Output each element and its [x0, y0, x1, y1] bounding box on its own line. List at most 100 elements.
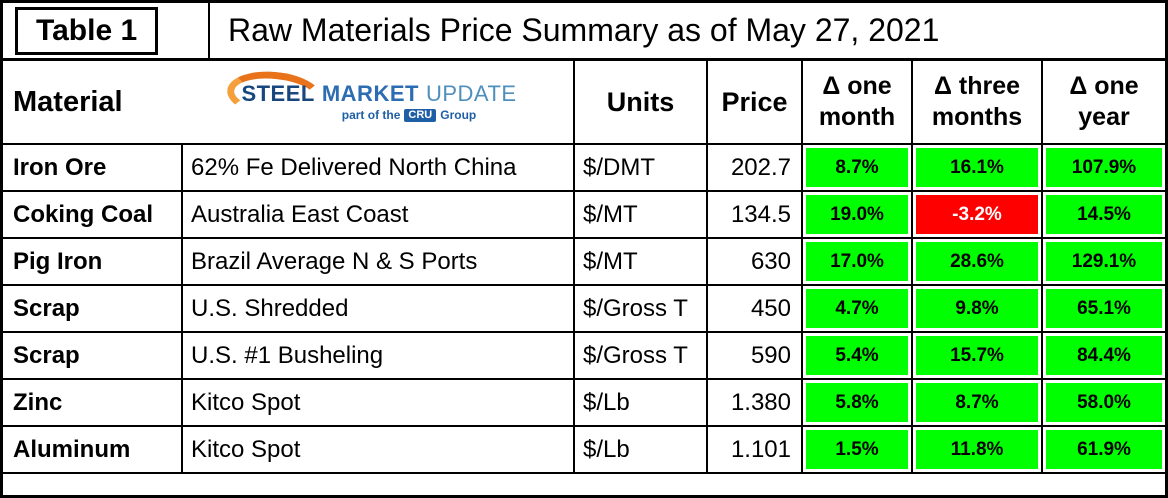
header-line: months	[931, 103, 1023, 131]
delta-one-year-cell: 84.4%	[1043, 333, 1165, 380]
material-header-cell: Material STEEL MARKET UPDATE	[3, 61, 575, 145]
delta-value: 107.9%	[1046, 148, 1162, 187]
units-cell: $/Lb	[575, 380, 708, 427]
table-row: Zinc Kitco Spot $/Lb 1.380 5.8% 8.7% 58.…	[3, 380, 1165, 427]
description-cell: 62% Fe Delivered North China	[183, 145, 575, 192]
price-cell: 202.7	[708, 145, 803, 192]
logo-word-market: MARKET	[321, 80, 419, 106]
delta-three-months-cell: 16.1%	[913, 145, 1043, 192]
delta-value: -3.2%	[916, 195, 1038, 234]
units-cell: $/Gross T	[575, 333, 708, 380]
delta-value: 129.1%	[1046, 242, 1162, 281]
delta-value: 8.7%	[806, 148, 908, 187]
delta-one-year-cell: 58.0%	[1043, 380, 1165, 427]
delta-one-month-cell: 17.0%	[803, 239, 913, 286]
units-cell: $/DMT	[575, 145, 708, 192]
price-header: Price	[708, 61, 803, 145]
material-cell: Scrap	[3, 286, 183, 333]
description-cell: U.S. #1 Busheling	[183, 333, 575, 380]
delta-one-year-cell: 61.9%	[1043, 427, 1165, 474]
header-line: Δ one	[822, 71, 892, 100]
delta-value: 11.8%	[916, 430, 1038, 469]
delta-value: 84.4%	[1046, 336, 1162, 375]
price-cell: 1.380	[708, 380, 803, 427]
material-cell: Coking Coal	[3, 192, 183, 239]
price-cell: 450	[708, 286, 803, 333]
smu-logo: STEEL MARKET UPDATE part of the CRU Grou…	[185, 66, 573, 123]
delta-value: 5.4%	[806, 336, 908, 375]
delta-one-year-cell: 107.9%	[1043, 145, 1165, 192]
delta-value: 28.6%	[916, 242, 1038, 281]
delta-value: 16.1%	[916, 148, 1038, 187]
description-cell: Brazil Average N & S Ports	[183, 239, 575, 286]
delta-value: 1.5%	[806, 430, 908, 469]
delta-three-months-cell: 15.7%	[913, 333, 1043, 380]
table-number-label: Table 1	[15, 6, 159, 55]
logo-tagline: part of the CRU Group	[341, 108, 477, 122]
description-cell: Kitco Spot	[183, 427, 575, 474]
delta-value: 19.0%	[806, 195, 908, 234]
header-row: Material STEEL MARKET UPDATE	[3, 61, 1165, 145]
header-line: Δ three	[933, 71, 1021, 100]
table-row: Pig Iron Brazil Average N & S Ports $/MT…	[3, 239, 1165, 286]
logo-word-update: UPDATE	[425, 80, 517, 106]
header-line: month	[818, 103, 896, 131]
tagline-suffix: Group	[440, 108, 477, 122]
cru-badge: CRU	[404, 108, 437, 122]
delta-one-year-cell: 129.1%	[1043, 239, 1165, 286]
delta-value: 15.7%	[916, 336, 1038, 375]
units-cell: $/Gross T	[575, 286, 708, 333]
delta-three-months-cell: 28.6%	[913, 239, 1043, 286]
delta-one-year-cell: 14.5%	[1043, 192, 1165, 239]
material-header-label: Material	[13, 85, 123, 118]
tagline-prefix: part of the	[341, 108, 401, 122]
units-cell: $/MT	[575, 192, 708, 239]
title-bar: Table 1 Raw Materials Price Summary as o…	[3, 3, 1165, 61]
delta-one-month-header: Δ one month	[803, 61, 913, 145]
delta-one-year-header: Δ one year	[1043, 61, 1165, 145]
material-cell: Iron Ore	[3, 145, 183, 192]
delta-one-month-cell: 8.7%	[803, 145, 913, 192]
delta-one-month-cell: 1.5%	[803, 427, 913, 474]
description-cell: Kitco Spot	[183, 380, 575, 427]
delta-three-months-header: Δ three months	[913, 61, 1043, 145]
price-cell: 590	[708, 333, 803, 380]
delta-value: 9.8%	[916, 289, 1038, 328]
delta-one-month-cell: 5.8%	[803, 380, 913, 427]
table-row: Scrap U.S. #1 Busheling $/Gross T 590 5.…	[3, 333, 1165, 380]
delta-one-month-cell: 19.0%	[803, 192, 913, 239]
price-cell: 630	[708, 239, 803, 286]
page-title: Raw Materials Price Summary as of May 27…	[228, 12, 940, 48]
delta-value: 8.7%	[916, 383, 1038, 422]
description-cell: U.S. Shredded	[183, 286, 575, 333]
delta-one-year-cell: 65.1%	[1043, 286, 1165, 333]
units-header: Units	[575, 61, 708, 145]
delta-value: 65.1%	[1046, 289, 1162, 328]
delta-value: 17.0%	[806, 242, 908, 281]
table-row: Aluminum Kitco Spot $/Lb 1.101 1.5% 11.8…	[3, 427, 1165, 474]
delta-value: 5.8%	[806, 383, 908, 422]
delta-value: 14.5%	[1046, 195, 1162, 234]
delta-one-month-cell: 4.7%	[803, 286, 913, 333]
units-cell: $/Lb	[575, 427, 708, 474]
material-cell: Zinc	[3, 380, 183, 427]
delta-three-months-cell: 8.7%	[913, 380, 1043, 427]
table-label-cell: Table 1	[3, 3, 210, 58]
material-cell: Aluminum	[3, 427, 183, 474]
header-line: year	[1078, 103, 1130, 131]
delta-value: 61.9%	[1046, 430, 1162, 469]
data-table: Material STEEL MARKET UPDATE	[3, 61, 1165, 474]
price-cell: 1.101	[708, 427, 803, 474]
table-row: Coking Coal Australia East Coast $/MT 13…	[3, 192, 1165, 239]
delta-three-months-cell: 11.8%	[913, 427, 1043, 474]
delta-value: 4.7%	[806, 289, 908, 328]
price-cell: 134.5	[708, 192, 803, 239]
material-cell: Scrap	[3, 333, 183, 380]
delta-one-month-cell: 5.4%	[803, 333, 913, 380]
delta-value: 58.0%	[1046, 383, 1162, 422]
table-row: Scrap U.S. Shredded $/Gross T 450 4.7% 9…	[3, 286, 1165, 333]
table-row: Iron Ore 62% Fe Delivered North China $/…	[3, 145, 1165, 192]
delta-three-months-cell: 9.8%	[913, 286, 1043, 333]
description-cell: Australia East Coast	[183, 192, 575, 239]
